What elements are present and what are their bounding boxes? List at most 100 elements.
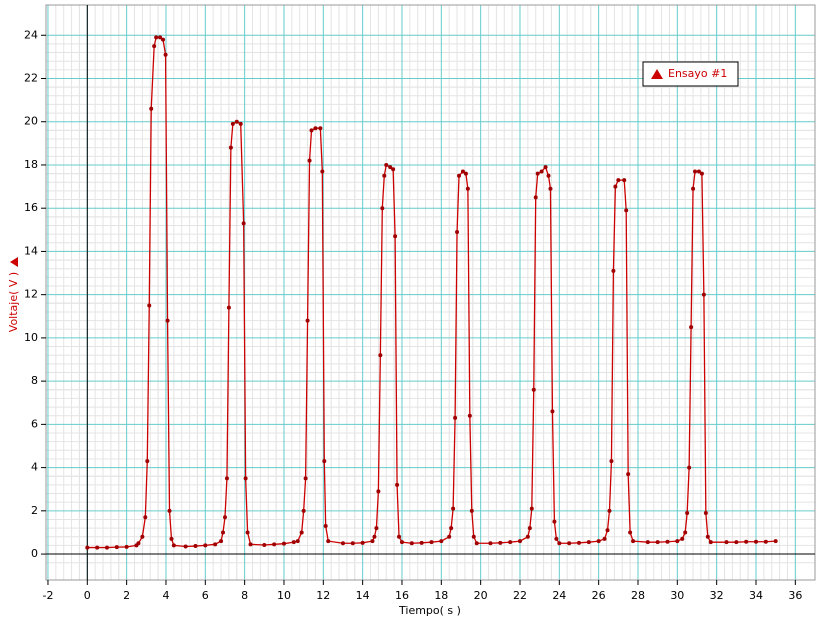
- data-point: [548, 186, 553, 191]
- data-point: [683, 530, 688, 535]
- data-point: [460, 169, 465, 174]
- data-point: [376, 489, 381, 494]
- data-point: [136, 541, 141, 546]
- data-point: [701, 292, 706, 297]
- data-point: [429, 540, 434, 545]
- data-point: [169, 536, 174, 541]
- data-point: [675, 539, 680, 544]
- data-point: [611, 268, 616, 273]
- data-point: [453, 415, 458, 420]
- data-point: [226, 305, 231, 310]
- data-point: [554, 536, 559, 541]
- data-point: [705, 534, 710, 539]
- data-point: [546, 173, 551, 178]
- data-point: [539, 169, 544, 174]
- data-point: [687, 465, 692, 470]
- data-point: [322, 459, 327, 464]
- data-point: [465, 186, 470, 191]
- data-point: [451, 506, 456, 511]
- data-point: [533, 195, 538, 200]
- x-tick-label: 14: [356, 589, 370, 602]
- data-point: [149, 106, 154, 111]
- y-tick-label: 10: [24, 331, 38, 344]
- x-tick-label: 4: [162, 589, 169, 602]
- plot-frame: [45, 4, 816, 581]
- x-tick-label: 32: [710, 589, 724, 602]
- data-point: [158, 35, 163, 40]
- x-tick-label: 36: [788, 589, 802, 602]
- data-point: [447, 534, 452, 539]
- data-point: [378, 353, 383, 358]
- data-point: [391, 167, 396, 172]
- data-point: [303, 476, 308, 481]
- x-tick-label: 28: [631, 589, 645, 602]
- data-point: [193, 544, 198, 549]
- data-point: [85, 545, 90, 550]
- data-point: [463, 171, 468, 176]
- data-point: [457, 173, 462, 178]
- data-point: [384, 162, 389, 167]
- data-point: [763, 539, 768, 544]
- data-point: [147, 303, 152, 308]
- data-point: [576, 540, 581, 545]
- data-point: [680, 536, 685, 541]
- y-tick-label: 22: [24, 71, 38, 84]
- data-point: [374, 526, 379, 531]
- data-point: [596, 539, 601, 544]
- data-point: [140, 534, 145, 539]
- data-point: [531, 387, 536, 392]
- data-point: [163, 52, 168, 57]
- data-point: [708, 540, 713, 545]
- data-point: [301, 508, 306, 513]
- x-tick-label: 2: [123, 589, 130, 602]
- y-label-icon: [10, 257, 18, 267]
- data-point: [552, 519, 557, 524]
- data-point: [326, 539, 331, 544]
- x-tick-label: 24: [552, 589, 566, 602]
- data-point: [529, 506, 534, 511]
- data-point: [602, 536, 607, 541]
- data-point: [622, 178, 627, 183]
- y-tick-label: 24: [24, 28, 38, 41]
- y-tick-label: 8: [31, 374, 38, 387]
- data-point: [550, 409, 555, 414]
- data-point: [689, 325, 694, 330]
- data-point: [488, 541, 493, 546]
- y-tick-label: 20: [24, 115, 38, 128]
- data-point: [104, 545, 109, 550]
- data-point: [221, 530, 226, 535]
- data-point: [655, 540, 660, 545]
- x-tick-label: 20: [474, 589, 488, 602]
- data-point: [527, 526, 532, 531]
- data-point: [631, 539, 636, 544]
- data-point: [234, 119, 239, 124]
- data-point: [228, 145, 233, 150]
- x-tick-label: 0: [84, 589, 91, 602]
- data-point: [744, 539, 749, 544]
- legend: Ensayo #1: [642, 61, 739, 87]
- data-point: [517, 539, 522, 544]
- data-point: [525, 534, 530, 539]
- y-tick-label: 6: [31, 417, 38, 430]
- y-axis-label: Voltaje( V ): [7, 272, 20, 332]
- x-tick-label: 16: [395, 589, 409, 602]
- data-point: [474, 541, 479, 546]
- data-point: [586, 540, 591, 545]
- x-tick-label: 30: [670, 589, 684, 602]
- data-point: [773, 539, 778, 544]
- data-point: [248, 542, 253, 547]
- data-point: [171, 543, 176, 548]
- data-point: [382, 173, 387, 178]
- y-tick-label: 16: [24, 201, 38, 214]
- data-point: [262, 542, 267, 547]
- data-point: [557, 541, 562, 546]
- data-point: [145, 459, 150, 464]
- data-point: [161, 37, 166, 42]
- x-tick-label: 26: [592, 589, 606, 602]
- data-point: [508, 540, 513, 545]
- x-tick-label: 8: [241, 589, 248, 602]
- data-point: [409, 541, 414, 546]
- data-point: [318, 126, 323, 131]
- data-point: [167, 508, 172, 513]
